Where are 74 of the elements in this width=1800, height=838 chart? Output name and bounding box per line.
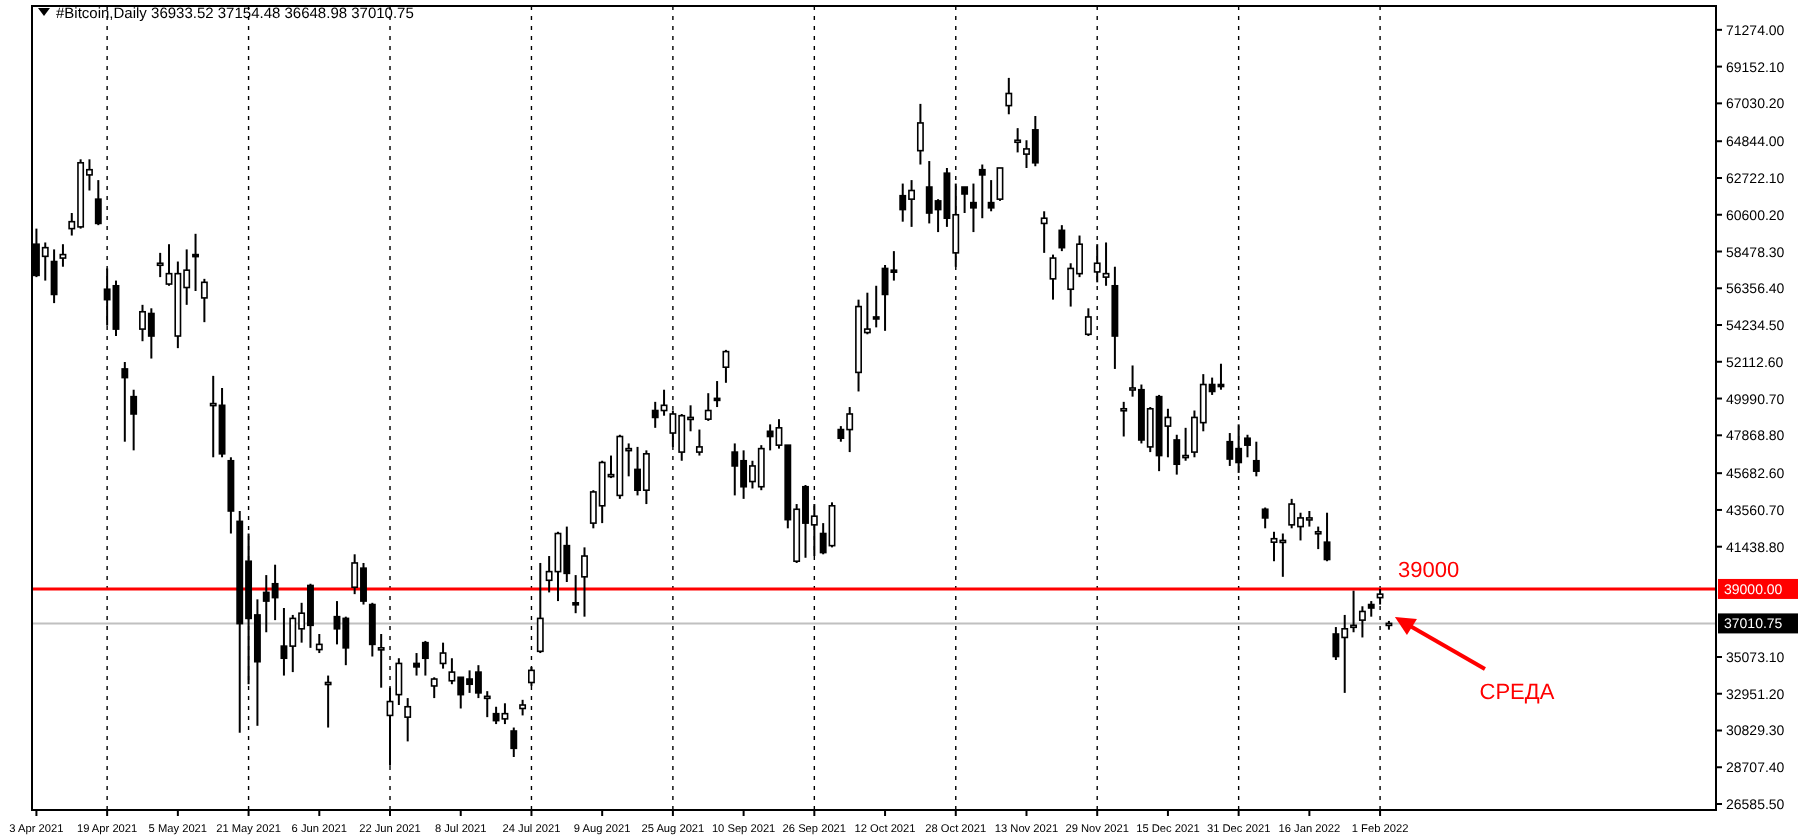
candlestick — [1332, 626, 1340, 661]
candlestick — [1049, 253, 1057, 301]
candlestick — [961, 186, 969, 215]
annotation: 39000 — [1398, 558, 1460, 583]
candlestick — [1350, 589, 1358, 634]
candlestick — [1270, 530, 1278, 563]
candlestick — [970, 182, 977, 234]
candlestick — [280, 607, 288, 677]
candlestick — [474, 664, 482, 700]
candlestick — [766, 423, 774, 452]
candlestick — [121, 361, 129, 443]
candlestick — [731, 442, 739, 497]
candlestick — [1005, 76, 1013, 116]
candlestick — [315, 632, 323, 655]
candlestick — [572, 574, 580, 615]
candlestick — [200, 277, 208, 324]
candlestick — [147, 307, 155, 360]
candlestick — [483, 690, 491, 719]
candlestick — [1358, 605, 1366, 639]
candlestick — [377, 632, 385, 689]
candlestick — [41, 241, 49, 282]
candlestick — [978, 163, 986, 220]
candlestick — [1093, 243, 1101, 284]
candlestick — [439, 641, 447, 670]
candlestick — [50, 248, 58, 305]
candlestick — [271, 563, 279, 622]
candlestick — [1040, 210, 1048, 254]
candlestick — [704, 392, 712, 422]
annotation: СРЕДА — [1479, 680, 1556, 705]
candlestick — [722, 348, 730, 384]
candlestick — [987, 179, 995, 213]
candlestick — [94, 179, 102, 227]
candlestick — [333, 600, 341, 646]
candlestick — [1014, 127, 1022, 154]
candlestick — [413, 652, 420, 677]
candlestick — [1288, 497, 1296, 530]
candlestick — [368, 601, 376, 658]
candlestick — [1058, 224, 1066, 253]
candlestick — [59, 243, 67, 268]
candlestick — [536, 561, 544, 655]
candlestick — [1120, 400, 1128, 438]
candlestick — [1314, 525, 1322, 551]
candlestick — [660, 388, 668, 417]
candlestick — [1084, 307, 1092, 338]
candlestick — [916, 102, 924, 166]
candlestick — [1279, 532, 1287, 578]
candlestick — [872, 284, 880, 329]
candlestick — [342, 615, 350, 667]
candlestick — [1244, 433, 1251, 459]
candlestick — [881, 263, 889, 332]
candlestick — [1173, 433, 1181, 476]
candlestick — [324, 674, 332, 729]
candlestick — [598, 459, 606, 525]
candlestick — [130, 388, 138, 452]
candlestick — [430, 676, 438, 700]
candlestick — [156, 251, 164, 279]
candlestick — [395, 657, 403, 707]
candlestick — [1252, 440, 1260, 478]
candlestick — [421, 639, 429, 677]
candlestick — [1031, 115, 1039, 168]
candlestick — [757, 444, 765, 492]
candlestick — [404, 697, 412, 743]
candlestick — [501, 702, 509, 726]
candlestick — [1102, 241, 1110, 287]
candlestick — [899, 182, 907, 223]
candlestick — [1226, 432, 1234, 467]
candlestick — [581, 546, 588, 618]
candlestick — [351, 553, 359, 596]
candlestick — [713, 380, 721, 409]
candlestick — [192, 232, 199, 292]
candlestick — [642, 449, 650, 506]
candlestick — [695, 428, 703, 457]
candlestick — [510, 726, 518, 758]
candlestick — [563, 525, 571, 584]
